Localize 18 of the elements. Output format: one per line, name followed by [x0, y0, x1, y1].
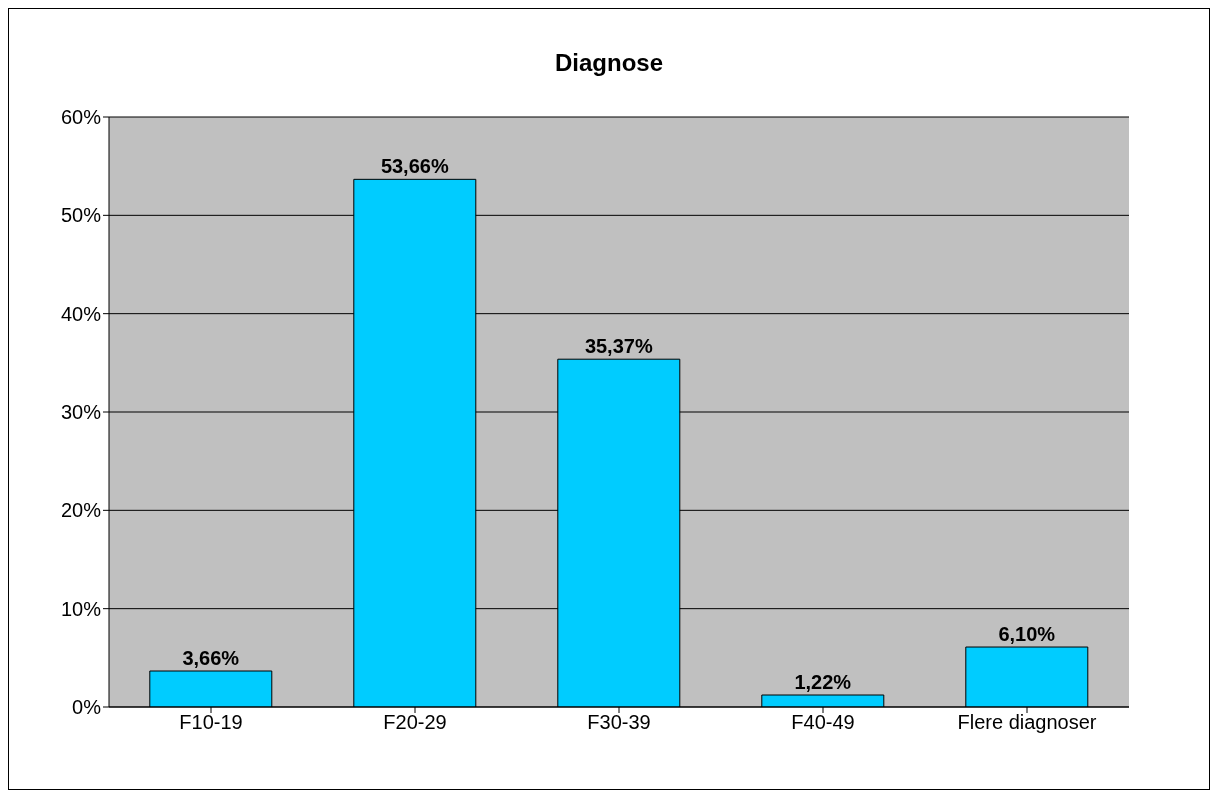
y-tick-label: 10%	[60, 597, 102, 620]
y-tick-label: 0%	[72, 696, 102, 719]
y-tick-label: 60%	[60, 106, 102, 129]
y-tick-label: 30%	[60, 401, 102, 424]
chart-title: Diagnose	[554, 48, 664, 77]
data-label: 1,22%	[794, 671, 852, 693]
data-label: 53,66%	[380, 155, 449, 178]
y-tick-label: 20%	[60, 499, 102, 522]
x-tick-label: F10-19	[179, 711, 243, 734]
data-label: 35,37%	[584, 335, 653, 358]
x-tick-label: F40-49	[791, 711, 855, 734]
y-tick-label: 40%	[60, 302, 102, 325]
x-tick-label: F20-29	[383, 711, 447, 734]
data-label: 3,66%	[182, 647, 240, 670]
x-tick-label: F30-39	[587, 711, 651, 734]
y-tick-label: 50%	[60, 204, 102, 227]
x-tick-label: Flere diagnoser	[957, 711, 1097, 734]
data-label: 6,10%	[998, 623, 1056, 646]
